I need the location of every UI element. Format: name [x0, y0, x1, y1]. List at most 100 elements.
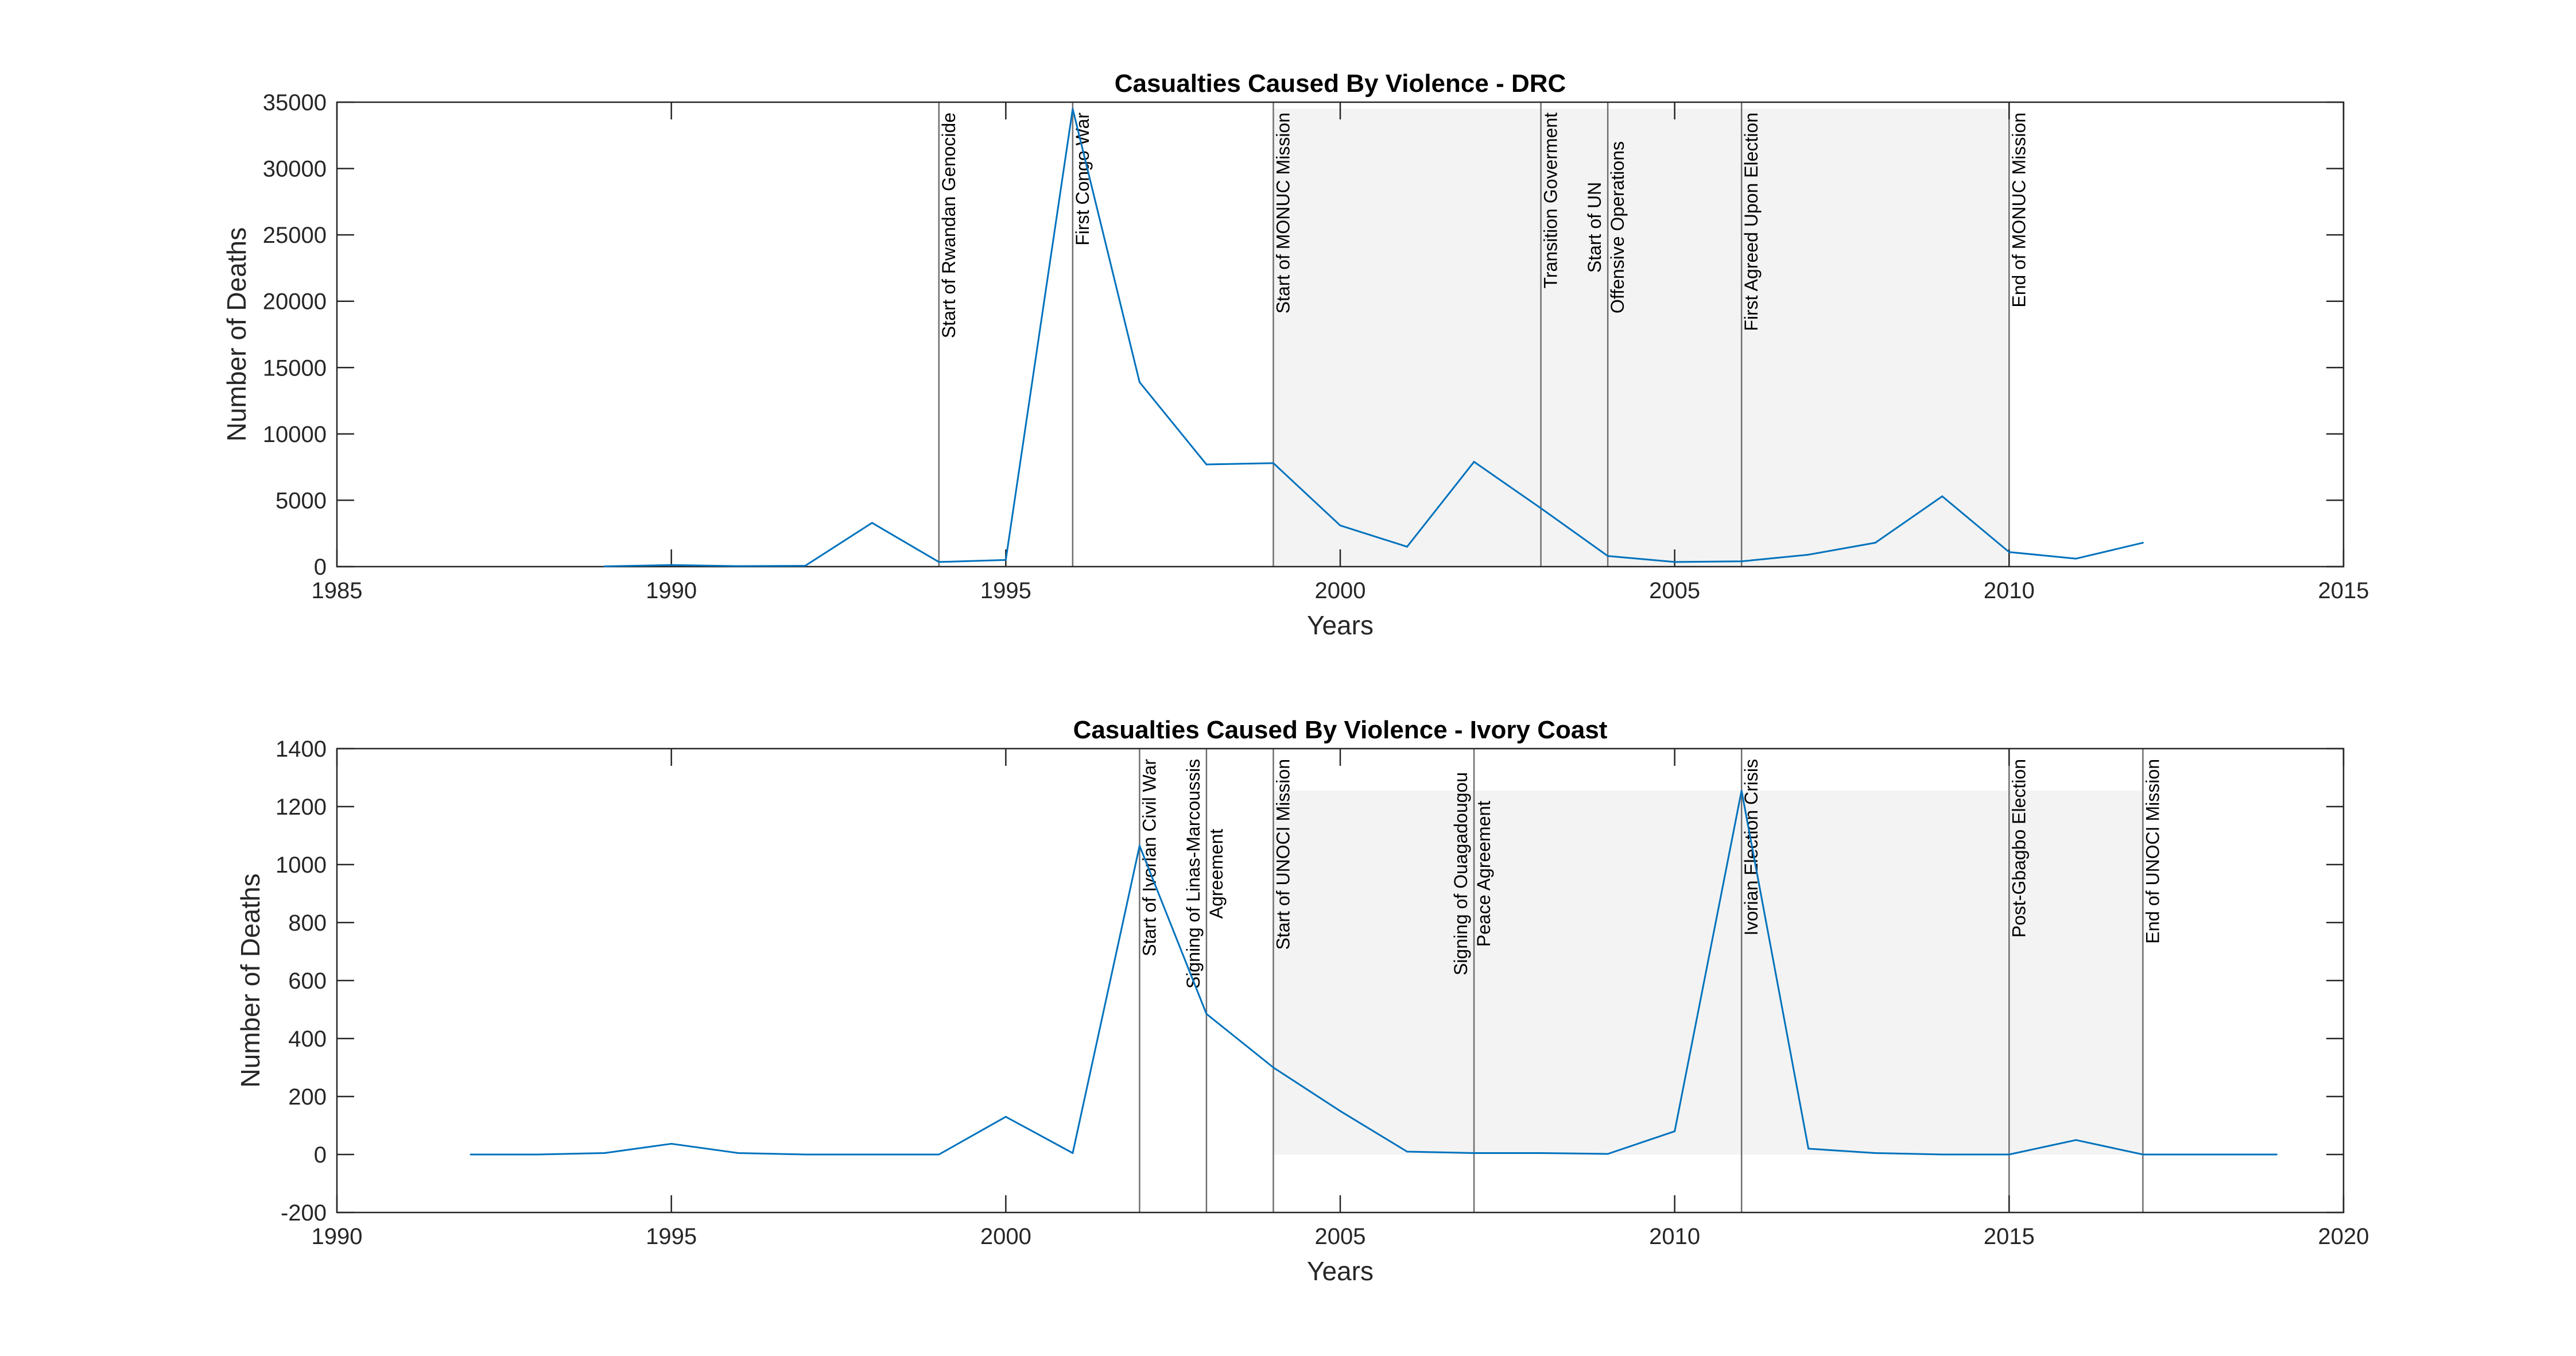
data-point [2075, 557, 2077, 560]
x-tick-label: 2000 [980, 1224, 1031, 1249]
data-point [1540, 507, 1542, 509]
y-tick-label: 200 [288, 1084, 327, 1110]
ivory-coast-chart: Start of Ivorian Civil War Signing of Lin… [235, 716, 2369, 1286]
data-point [737, 565, 739, 567]
y-tick-label: 600 [288, 968, 327, 994]
data-point [1874, 541, 1876, 544]
shaded-region [1273, 791, 2143, 1154]
x-axis-label: Years [1307, 610, 1374, 640]
x-tick-label: 2010 [1649, 1224, 1700, 1249]
event-label: Start of Ivorian Civil War [1139, 759, 1159, 956]
data-point [1674, 1130, 1676, 1133]
data-point [1406, 545, 1409, 548]
x-tick-label: 2015 [2318, 578, 2369, 603]
x-tick-label: 1985 [312, 578, 363, 603]
data-point [2209, 1153, 2211, 1156]
data-point [804, 565, 806, 567]
data-point [804, 1153, 806, 1156]
data-point [1138, 381, 1140, 383]
y-tick-label: 1200 [276, 795, 327, 820]
data-point [2275, 1153, 2278, 1156]
data-point [1740, 789, 1743, 792]
x-axis-label: Years [1307, 1256, 1374, 1286]
y-tick-label: 800 [288, 911, 327, 936]
data-point [603, 1152, 606, 1154]
x-tick-label: 2005 [1649, 578, 1700, 603]
data-point [737, 1152, 739, 1154]
data-point [2008, 551, 2010, 553]
data-point [670, 1142, 673, 1145]
data-point [938, 561, 940, 563]
y-tick-label: 1400 [276, 737, 327, 762]
event-label: Peace Agreement [1473, 801, 1494, 947]
x-tick-label: 1995 [980, 578, 1031, 603]
event-label: End of MONUC Mission [2008, 113, 2029, 308]
data-point [1339, 524, 1341, 526]
x-tick-label: 1990 [646, 578, 697, 603]
data-point [1607, 555, 1609, 557]
series-line [604, 108, 2143, 567]
data-point [2142, 1153, 2144, 1156]
event-label: Offensive Operations [1607, 141, 1628, 313]
data-point [2075, 1139, 2077, 1141]
y-tick-label: 1000 [276, 853, 327, 878]
data-point [938, 1153, 940, 1156]
data-point [1540, 1152, 1542, 1154]
data-point [1138, 844, 1140, 847]
data-point [1941, 1153, 1943, 1156]
data-point [2008, 1153, 2010, 1156]
data-point [1406, 1150, 1409, 1153]
data-point [1072, 1152, 1074, 1154]
data-point [1874, 1152, 1876, 1154]
x-tick-label: 1995 [646, 1224, 697, 1249]
event-label: Start of UNOCI Mission [1273, 759, 1293, 950]
event-label: First Agreed Upon Election [1741, 113, 1762, 331]
y-tick-label: 400 [288, 1026, 327, 1052]
data-point [1272, 1067, 1274, 1068]
x-tick-label: 2015 [1984, 1224, 2035, 1249]
y-tick-label: 0 [314, 1142, 327, 1168]
data-point [603, 565, 606, 568]
data-point [1339, 1110, 1341, 1112]
y-tick-label: 35000 [263, 90, 327, 115]
data-point [1473, 460, 1475, 463]
drc-chart: Start of Rwandan Genocide First Congo War… [222, 69, 2369, 640]
shaded-region [1273, 109, 2009, 567]
data-point [1072, 108, 1074, 110]
x-tick-label: 2000 [1315, 578, 1366, 603]
chart-title: Casualties Caused By Violence - Ivory Co… [1073, 716, 1608, 744]
event-label: Start of MONUC Mission [1273, 113, 1293, 313]
data-point [871, 1153, 873, 1156]
y-tick-label: 25000 [263, 223, 327, 248]
series-line [471, 789, 2277, 1156]
data-point [871, 522, 873, 524]
y-tick-label: 20000 [263, 289, 327, 315]
data-point [1205, 463, 1208, 466]
data-point [537, 1153, 539, 1156]
y-tick-label: 10000 [263, 422, 327, 447]
data-point [470, 1153, 472, 1156]
data-point [1473, 1152, 1475, 1154]
data-point [1004, 1115, 1007, 1118]
event-label: Start of UN [1584, 182, 1605, 273]
data-point [1674, 561, 1676, 563]
data-point [2142, 541, 2144, 544]
chart-title: Casualties Caused By Violence - DRC [1115, 69, 1566, 98]
x-tick-label: 2020 [2318, 1224, 2369, 1249]
y-tick-label: 0 [314, 555, 327, 580]
x-tick-label: 1990 [312, 1224, 363, 1249]
data-point [1807, 1148, 1810, 1150]
event-label: Signing of Linas-Marcoussis [1183, 759, 1204, 989]
y-tick-label: -200 [281, 1200, 327, 1226]
data-point [1004, 559, 1007, 561]
y-tick-label: 30000 [263, 157, 327, 182]
y-axis-label: Number of Deaths [222, 227, 251, 441]
data-point [1740, 560, 1743, 563]
y-tick-label: 5000 [276, 488, 327, 513]
data-point [1941, 495, 1943, 497]
x-tick-label: 2005 [1315, 1224, 1366, 1249]
event-label: Agreement [1206, 829, 1227, 919]
x-tick-label: 2010 [1984, 578, 2035, 603]
event-label: Start of Rwandan Genocide [938, 113, 959, 338]
